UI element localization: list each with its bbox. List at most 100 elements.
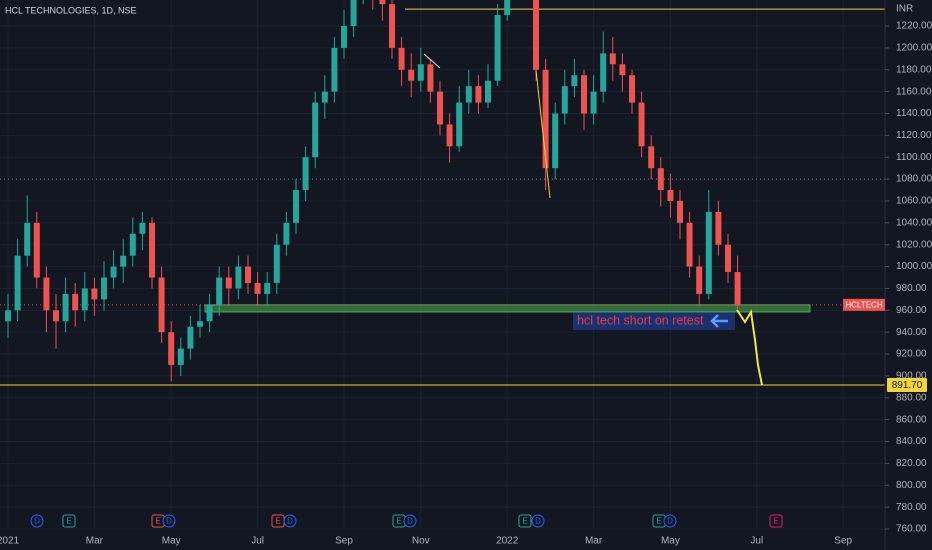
event-marker: [769, 514, 783, 528]
event-marker: [663, 514, 677, 528]
candle-body: [139, 222, 146, 234]
y-tick-label: 1060.00: [896, 196, 932, 207]
x-tick-label: Nov: [412, 536, 430, 547]
candle-body: [53, 310, 59, 322]
candle-body: [225, 277, 232, 289]
candle-body: [177, 348, 184, 365]
candle-body: [504, 0, 511, 16]
y-tick-label: 980.00: [896, 283, 927, 294]
candle-body: [446, 124, 453, 147]
candle-body: [187, 326, 194, 349]
candle-body: [206, 304, 213, 322]
candle-body: [408, 69, 415, 81]
price-tag-label: 891.70: [892, 380, 923, 391]
annotation-text: hcl tech short on retest: [577, 313, 704, 327]
event-label: E: [396, 517, 401, 526]
event-marker: [403, 514, 417, 528]
y-tick-label: 760.00: [896, 524, 927, 535]
y-tick-label: 1120.00: [896, 130, 932, 141]
candle-body: [485, 80, 491, 103]
candle-body: [91, 288, 98, 300]
candle-body: [379, 0, 386, 5]
candle-body: [321, 91, 328, 103]
candle-body: [437, 91, 443, 125]
symbol-tag: [843, 298, 885, 311]
y-tick-label: 960.00: [896, 305, 927, 316]
candle-body: [302, 157, 309, 191]
candle-body: [648, 146, 655, 169]
event-marker: [531, 514, 545, 528]
event-label: D: [667, 517, 673, 526]
y-tick-label: 1140.00: [896, 108, 932, 119]
y-tick-label: 860.00: [896, 414, 927, 425]
candle-body: [216, 277, 223, 305]
price-tag: [887, 378, 927, 392]
event-marker: [62, 514, 76, 528]
candle-body: [465, 86, 472, 103]
y-tick-label: 1040.00: [896, 217, 932, 228]
candle-body: [81, 288, 88, 311]
drawn-line: [535, 69, 551, 199]
candle-body: [235, 266, 242, 289]
candle-body: [120, 255, 127, 267]
candle-body: [129, 233, 136, 256]
candle-body: [33, 222, 40, 278]
y-tick-label: 940.00: [896, 327, 927, 338]
candle-body: [638, 102, 645, 147]
y-tick-label: 920.00: [896, 349, 927, 360]
candle-body: [677, 200, 683, 223]
candle-body: [581, 75, 587, 114]
drawings: [0, 8, 885, 386]
drawn-line: [423, 53, 441, 69]
candle-body: [254, 282, 261, 294]
x-tick-label: 2022: [496, 536, 519, 547]
candle-body: [734, 272, 741, 305]
event-label: D: [535, 517, 541, 526]
candle-body: [686, 222, 693, 267]
candle-body: [14, 255, 21, 311]
x-tick-label: Sep: [834, 536, 852, 547]
x-tick-label: 2021: [0, 536, 20, 547]
y-tick-label: 1000.00: [896, 261, 932, 272]
candle-body: [533, 0, 539, 70]
candle-body: [696, 266, 703, 294]
candle-body: [43, 277, 50, 311]
candle-body: [571, 75, 578, 87]
candle-body: [149, 222, 155, 278]
candle-body: [715, 211, 722, 245]
event-label: D: [166, 517, 172, 526]
x-tick-label: Sep: [335, 536, 353, 547]
candle-body: [590, 91, 597, 114]
candle-body: [619, 64, 626, 76]
candles: [5, 0, 741, 382]
candle-body: [667, 190, 674, 201]
x-tick-label: May: [162, 536, 181, 547]
candle-body: [600, 53, 607, 92]
candle-body: [657, 168, 664, 191]
event-label: E: [66, 517, 71, 526]
candle-body: [494, 15, 501, 81]
x-tick-label: May: [661, 536, 680, 547]
event-marker: [30, 514, 44, 528]
grid: [0, 0, 885, 530]
candle-body: [475, 86, 482, 103]
candle-body: [101, 277, 107, 300]
y-tick-label: 1160.00: [896, 86, 932, 97]
x-tick-label: Jul: [750, 536, 763, 547]
event-label: E: [656, 517, 661, 526]
event-label: E: [773, 517, 778, 526]
event-label: E: [275, 517, 280, 526]
candle-body: [629, 75, 635, 103]
candle-body: [197, 321, 203, 327]
symbol-tag-label: HCLTECH: [845, 300, 882, 309]
candle-body: [24, 222, 31, 256]
y-tick-label: 1200.00: [896, 43, 932, 54]
event-label: D: [407, 517, 413, 526]
candle-body: [561, 86, 568, 114]
annotation-box: [573, 312, 735, 330]
candle-body: [331, 47, 338, 92]
candle-body: [168, 332, 175, 365]
candle-body: [389, 4, 395, 48]
